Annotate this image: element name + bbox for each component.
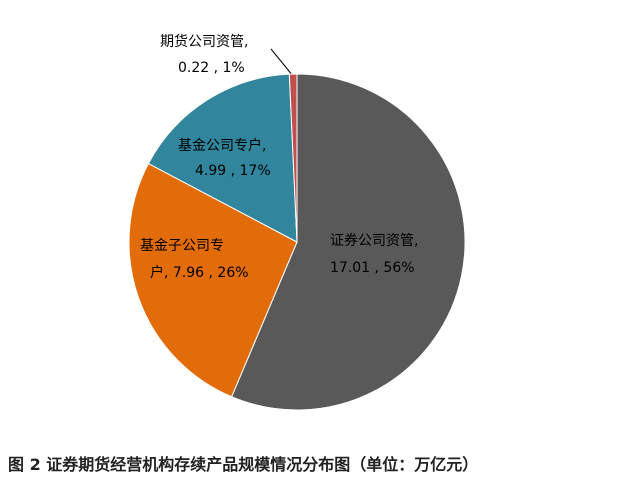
leader-line (270, 48, 294, 77)
data-label: 0.22 , 1% (178, 60, 245, 76)
data-label: 期货公司资管, (160, 33, 248, 50)
data-label: 户, 7.96 , 26% (150, 264, 249, 281)
pie-slice (230, 73, 466, 411)
data-label: 17.01 , 56% (330, 260, 415, 276)
data-label: 证券公司资管, (330, 233, 418, 249)
chart-title: 图 2 证券期货经营机构存续产品规模情况分布图（单位：万亿元） (8, 455, 478, 474)
data-label: 4.99 , 17% (195, 163, 271, 179)
data-label: 基金公司专户, (178, 137, 266, 154)
pie-slice (147, 73, 298, 243)
pie-slice (288, 73, 298, 243)
data-label: 基金子公司专 (140, 237, 224, 254)
pie-slice (128, 162, 298, 398)
